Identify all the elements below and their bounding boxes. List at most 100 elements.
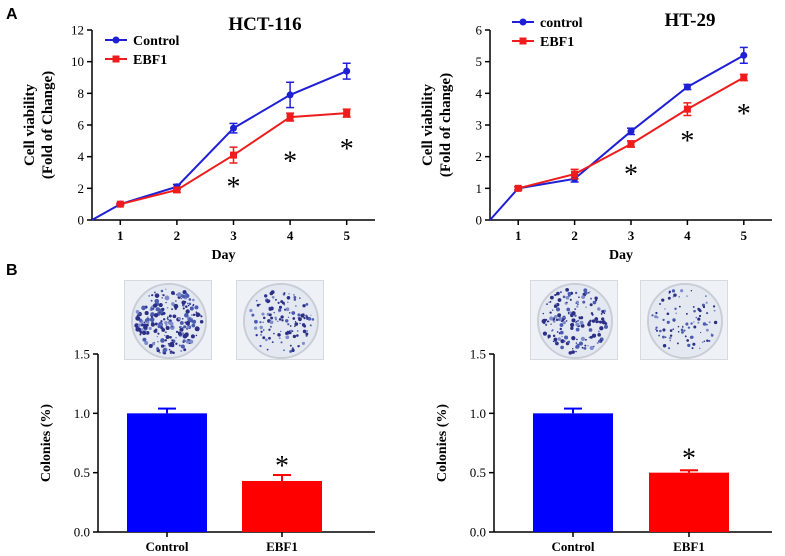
colony-spot xyxy=(164,339,168,342)
colony-spot xyxy=(181,294,186,299)
y-tick-label: 1 xyxy=(476,181,483,196)
colony-spot xyxy=(160,289,164,293)
colony-spot xyxy=(603,312,606,315)
colony-spot xyxy=(692,306,695,308)
series-line xyxy=(91,70,348,221)
legend-label: control xyxy=(540,16,583,31)
colony-spot xyxy=(142,337,147,342)
colony-spot xyxy=(577,345,580,348)
colony-spot xyxy=(678,296,680,298)
colony-spot xyxy=(169,352,172,355)
colony-spot xyxy=(666,320,670,324)
x-tick-label: Control xyxy=(551,539,594,554)
colony-spot xyxy=(575,302,577,304)
significance-marker: * xyxy=(283,147,297,178)
colony-spot xyxy=(179,327,184,332)
colony-spot xyxy=(153,313,159,318)
colony-spot xyxy=(146,332,150,335)
data-point xyxy=(683,83,691,91)
legend-marker xyxy=(112,55,120,63)
y-tick-label: 2 xyxy=(78,181,85,196)
colony-spot xyxy=(575,327,580,332)
colony-spot xyxy=(587,291,590,294)
colony-spot xyxy=(195,312,201,318)
dish-background xyxy=(245,285,317,357)
colony-spot xyxy=(151,342,156,346)
colony-spot xyxy=(151,294,154,297)
y-tick-label: 1.5 xyxy=(74,347,90,362)
colony-spot xyxy=(181,300,186,305)
colony-spot xyxy=(188,302,192,306)
colony-spot xyxy=(135,315,141,321)
colony-spot xyxy=(600,313,603,315)
colony-spot xyxy=(299,322,301,325)
colony-spot xyxy=(253,326,258,330)
colony-spot xyxy=(280,330,282,333)
colony-spot xyxy=(286,295,291,300)
colony-spot xyxy=(658,334,661,337)
data-point xyxy=(627,140,635,148)
colony-spot xyxy=(278,305,283,309)
colony-spot xyxy=(278,311,280,313)
colony-texture xyxy=(133,285,205,357)
colony-spot xyxy=(575,322,580,327)
bar-chart-hct116-colonies: 0.0 0.5 1.0 1.5 Colonies (%) Control EBF1 * xyxy=(39,347,375,554)
colony-spot xyxy=(654,315,658,319)
colony-spot xyxy=(280,315,284,319)
colony-spot xyxy=(163,345,166,347)
x-tick-label: 1 xyxy=(117,228,124,243)
colony-spot xyxy=(580,336,586,341)
colony-spot xyxy=(562,320,566,325)
colony-spot xyxy=(578,296,580,299)
colony-spot xyxy=(706,339,709,342)
colony-spot xyxy=(567,291,572,296)
colony-spot xyxy=(556,291,560,296)
colony-spot xyxy=(294,321,297,323)
colony-spot xyxy=(194,326,200,332)
y-tick-label: 1.0 xyxy=(470,406,486,421)
colony-spot xyxy=(662,328,666,332)
x-tick-label: EBF1 xyxy=(673,539,705,554)
colony-spot xyxy=(701,341,704,344)
colony-spot xyxy=(172,314,177,319)
colony-spot xyxy=(550,295,554,300)
colony-spot xyxy=(591,333,597,338)
colony-spot xyxy=(166,307,169,309)
colony-spot xyxy=(192,304,194,307)
x-tick-label: 3 xyxy=(230,228,237,243)
data-point xyxy=(286,91,294,99)
data-point xyxy=(343,109,351,117)
colony-spot xyxy=(563,316,566,319)
y-tick-label: 1.0 xyxy=(74,406,90,421)
x-tick-label: 1 xyxy=(515,228,522,243)
colony-spot xyxy=(263,329,265,331)
colony-spot xyxy=(702,322,707,326)
colony-spot xyxy=(171,325,173,328)
colony-spot xyxy=(601,309,605,314)
colony-spot xyxy=(542,312,544,315)
colony-spot xyxy=(661,298,665,302)
colony-spot xyxy=(549,311,552,314)
colony-spot xyxy=(672,328,674,330)
colony-spot xyxy=(148,295,150,297)
colony-spot xyxy=(274,316,277,320)
colony-spot xyxy=(262,321,264,323)
colony-spot xyxy=(302,304,306,308)
colony-spot xyxy=(289,344,292,347)
colony-spot xyxy=(307,316,312,321)
colony-spot xyxy=(559,291,562,294)
colony-spot xyxy=(585,306,587,308)
colony-spot xyxy=(192,298,195,302)
colony-spot xyxy=(597,333,601,337)
y-tick-label: 6 xyxy=(78,118,85,133)
colony-spot xyxy=(565,295,570,300)
colony-spot xyxy=(589,303,593,307)
colony-spot xyxy=(191,323,196,328)
colony-spot xyxy=(681,330,684,334)
colony-spot xyxy=(574,314,577,317)
colony-spot xyxy=(672,296,675,298)
colony-spot xyxy=(298,345,301,347)
colony-spot xyxy=(576,305,579,308)
colony-spot xyxy=(171,339,174,342)
colony-spot xyxy=(584,338,587,341)
